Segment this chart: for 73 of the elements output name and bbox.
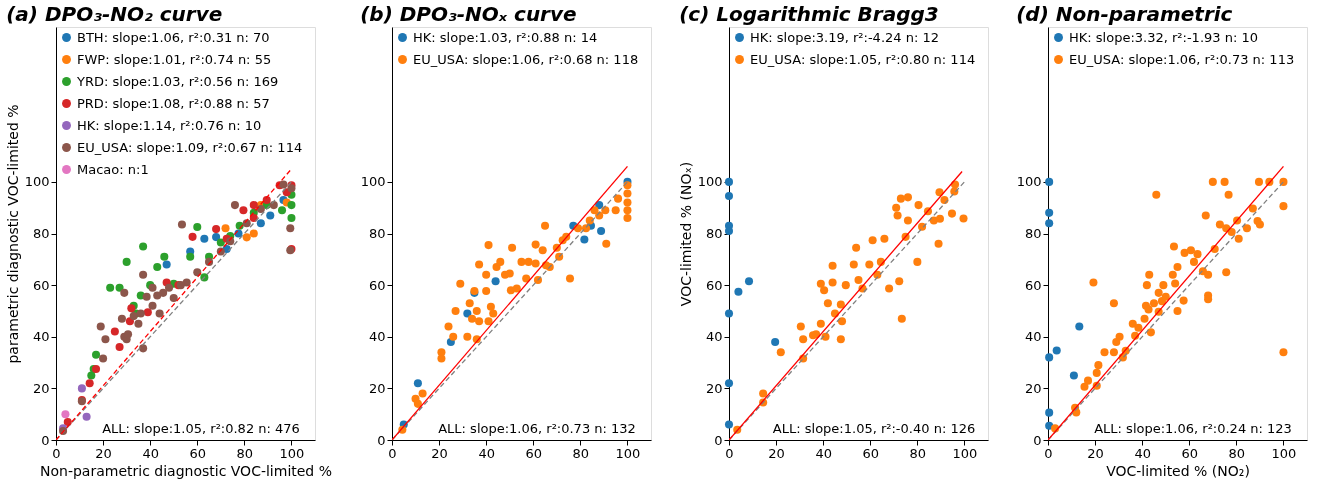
annotation: ALL: slope:1.05, r²:-0.40 n: 126 [772, 421, 976, 436]
y-tick-label: 60 [1024, 277, 1042, 293]
x-tick-label: 0 [725, 445, 734, 461]
x-tick-label: 0 [388, 445, 397, 461]
legend-label: EU_USA: slope:1.05, r²:0.80 n: 114 [750, 51, 976, 67]
x-tick-label: 100 [615, 445, 641, 461]
legend-label: EU_USA: slope:1.09, r²:0.67 n: 114 [77, 139, 303, 155]
x-tick-label: 40 [815, 445, 832, 461]
x-tick-label: 100 [1271, 445, 1297, 461]
legend-label: HK: slope:1.03, r²:0.88 n: 14 [413, 29, 598, 45]
y-tick-label: 20 [368, 380, 386, 396]
y-tick-label: 60 [705, 277, 723, 293]
y-tick-label: 80 [705, 226, 723, 241]
x-tick-label: 0 [52, 445, 61, 461]
x-tick-label: 20 [1087, 445, 1104, 461]
x-tick-label: 40 [142, 445, 159, 461]
legend-label: HK: slope:3.19, r²:-4.24 n: 12 [750, 29, 939, 45]
x-tick-label: 100 [279, 445, 305, 461]
y-tick-label: 60 [368, 277, 386, 293]
chart-title: (d) Non-parametric [1016, 2, 1233, 26]
x-tick-label: 80 [236, 445, 254, 461]
y-axis-title: VOC-limited % (NOₓ) [677, 161, 694, 307]
y-tick-label: 100 [1016, 174, 1042, 190]
x-tick-label: 60 [1181, 445, 1199, 461]
x-tick-label: 60 [525, 445, 543, 461]
y-tick-label: 80 [32, 226, 50, 241]
x-tick-label: 80 [572, 445, 590, 461]
y-tick-label: 80 [1024, 226, 1042, 241]
x-tick-label: 20 [431, 445, 448, 461]
y-tick-label: 100 [24, 174, 50, 190]
y-axis-title: parametric diagnostic VOC-limited % [4, 104, 21, 364]
y-tick-label: 100 [697, 174, 723, 190]
x-tick-label: 80 [909, 445, 927, 461]
y-tick-label: 60 [32, 277, 50, 293]
y-tick-label: 20 [1024, 380, 1042, 396]
legend-label: HK: slope:1.14, r²:0.76 n: 10 [77, 117, 262, 133]
legend-label: HK: slope:3.32, r²:-1.93 n: 10 [1069, 29, 1258, 45]
y-tick-label: 0 [714, 432, 723, 448]
x-tick-label: 60 [189, 445, 207, 461]
y-tick-label: 0 [377, 432, 386, 448]
y-tick-label: 20 [32, 380, 50, 396]
x-axis-title: Non-parametric diagnostic VOC-limited % [39, 462, 333, 479]
chart-title: (a) DPO₃-NO₂ curve [6, 2, 223, 26]
x-tick-label: 100 [952, 445, 978, 461]
x-tick-label: 60 [862, 445, 880, 461]
annotation: ALL: slope:1.05, r²:0.82 n: 476 [102, 421, 300, 436]
x-tick-label: 20 [768, 445, 785, 461]
x-tick-label: 40 [478, 445, 495, 461]
legend-label: FWP: slope:1.01, r²:0.74 n: 55 [77, 51, 272, 67]
legend-label: Macao: n:1 [77, 161, 149, 177]
x-tick-label: 0 [1044, 445, 1053, 461]
y-tick-label: 0 [41, 432, 50, 448]
x-tick-label: 20 [95, 445, 112, 461]
y-tick-label: 100 [360, 174, 386, 190]
x-axis-title: VOC-limited % (NO₂) [1106, 462, 1250, 479]
y-tick-label: 40 [32, 329, 50, 345]
y-tick-label: 80 [368, 226, 386, 241]
legend-label: YRD: slope:1.03, r²:0.56 n: 169 [76, 73, 279, 89]
y-tick-label: 40 [368, 329, 386, 345]
legend-label: BTH: slope:1.06, r²:0.31 n: 70 [77, 29, 270, 45]
x-tick-label: 80 [1228, 445, 1246, 461]
chart-title: (c) Logarithmic Bragg3 [679, 2, 939, 26]
x-tick-label: 40 [1134, 445, 1151, 461]
legend-label: EU_USA: slope:1.06, r²:0.68 n: 118 [413, 51, 639, 67]
y-tick-label: 0 [1033, 432, 1042, 448]
y-tick-label: 40 [1024, 329, 1042, 345]
y-tick-label: 40 [705, 329, 723, 345]
annotation: ALL: slope:1.06, r²:0.24 n: 123 [1094, 421, 1292, 436]
chart-title: (b) DPO₃-NOₓ curve [360, 2, 577, 26]
annotation: ALL: slope:1.06, r²:0.73 n: 132 [438, 421, 636, 436]
legend-label: PRD: slope:1.08, r²:0.88 n: 57 [77, 95, 270, 111]
y-tick-label: 20 [705, 380, 723, 396]
legend-label: EU_USA: slope:1.06, r²:0.73 n: 113 [1069, 51, 1295, 67]
